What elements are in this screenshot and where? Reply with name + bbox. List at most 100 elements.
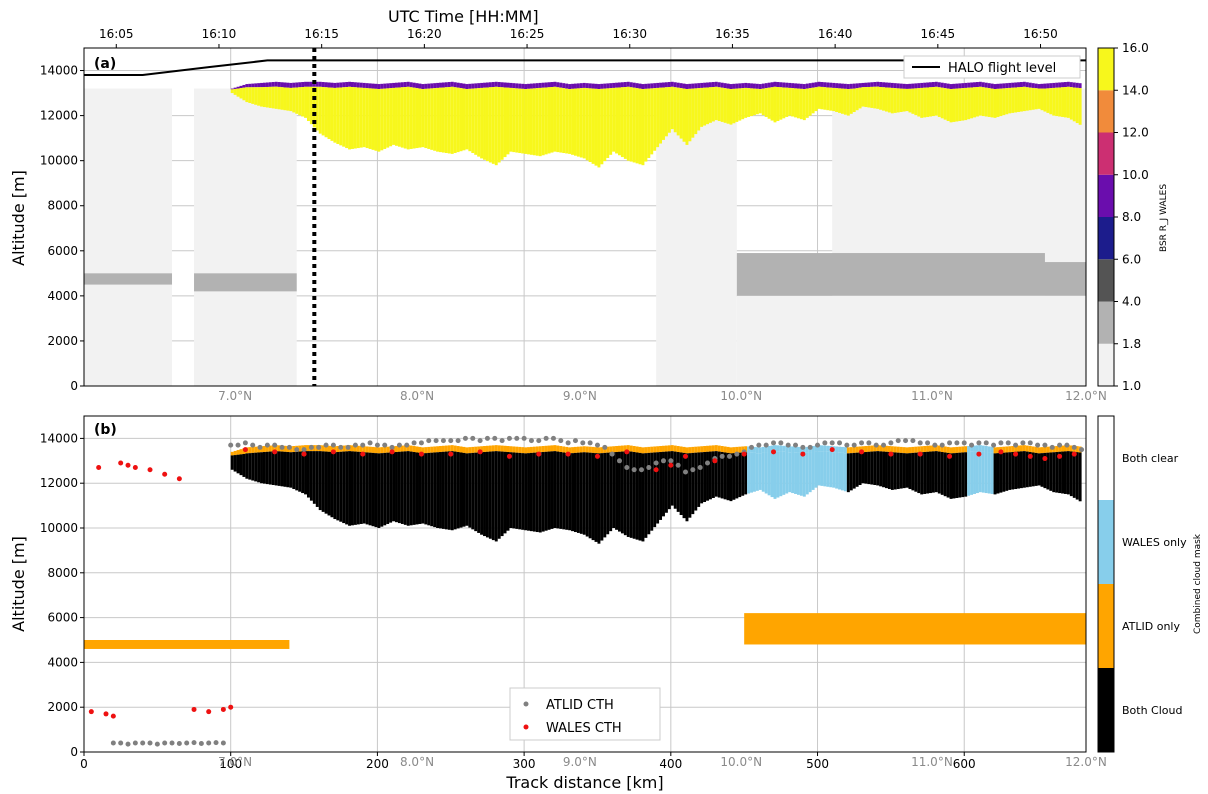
bsr-cloud-top-band [283,82,287,88]
cloud-mask-core [301,451,305,494]
bsr-cloud-top-band [421,84,425,90]
bsr-cloud-top-band [711,82,715,88]
cloud-mask-top-band [876,445,880,452]
cloud-mask-top-band [896,446,900,453]
cloud-mask-top-band [547,445,551,452]
cloud-mask-core [518,452,522,530]
cloud-mask-core [345,451,349,525]
cloud-mask-top-band [937,445,941,452]
wales-cth-point [1071,451,1077,457]
bsr-cloud-top-band [236,86,240,89]
cloud-mask-core [791,452,795,494]
cloud-mask-top-band [571,447,574,454]
atlid-cth-point [983,440,989,446]
bsr-cloud-top-band [444,82,448,88]
cloud-mask-core [714,451,718,497]
wales-cth-point [301,451,307,457]
bsr-cloud-top-band [814,82,818,88]
panel-b-y-label: Altitude [m] [9,536,28,632]
bsr-cloud-core [471,88,475,154]
cloud-mask-core [289,452,293,488]
bsr-cloud-top-band [395,82,398,88]
bsr-cloud-top-band [497,82,501,88]
cloud-mask-core [650,452,654,531]
cloud-mask-core [532,452,536,532]
bsr-cloud-core [579,88,583,158]
cloud-mask-top-band [456,446,460,453]
bsr-cloud-core [412,87,416,149]
bsr-cloud-top-band [345,82,349,88]
cloud-mask-top-band [946,446,950,453]
bsr-cloud-core [659,87,663,144]
bsr-cloud-top-band [318,81,322,87]
bsr-cloud-top-band [298,82,302,88]
bsr-cloud-top-band [333,82,337,88]
atlid-cth-point [294,447,300,453]
bsr-cloud-top-band [588,83,592,89]
atlid-cth-point [837,440,843,446]
cloud-mask-core [732,453,736,500]
latitude-tick-label: 9.0°N [563,389,597,403]
cloud-mask-top-band [849,447,853,454]
bsr-cloud-top-band [336,82,340,88]
cloud-mask-core [342,451,346,524]
bsr-cloud-top-band [315,81,319,87]
cloud-mask-core [647,452,651,535]
atlid-cth-point [242,440,248,446]
bsr-cloud-top-band [650,83,654,89]
bsr-cloud-top-band [392,82,396,88]
atlid-cth-point [932,442,938,448]
bsr-cloud-core [697,88,701,131]
bsr-cloud-top-band [339,82,343,88]
bsr-cloud-core [706,87,709,125]
atlid-cth-point [616,458,622,464]
cloud-mask-core [896,452,900,490]
bsr-cloud-top-band [351,82,354,88]
cloud-mask-top-band [324,445,328,452]
bsr-cloud-top-band [676,82,680,88]
bsr-cloud-core [923,87,927,118]
bsr-cloud-top-band [500,82,504,88]
cloud-mask-core [1055,452,1059,493]
bsr-cloud-top-band [873,82,877,87]
bsr-cloud-top-band [1031,83,1035,88]
bsr-cloud-core [858,87,862,109]
cloud-mask-top-band [817,445,821,452]
cloud-mask-core [846,453,850,493]
cloud-mask-core [268,451,272,485]
wales-cth-point [242,447,248,453]
bsr-cloud-top-band [618,82,621,88]
bsr-cloud-core [594,88,598,166]
bsr-low-layer [194,273,297,292]
cloud-mask-top-band [638,446,642,453]
cloud-mask-top-band [447,445,451,452]
bsr-cloud-core [920,87,924,118]
bsr-cloud-top-band [838,83,842,89]
bsr-cloud-core [791,88,795,117]
cloud-mask-top-band [439,446,442,453]
cloud-mask-core [829,452,833,488]
cloud-mask-core [890,452,894,490]
cloud-mask-core [708,451,712,500]
atlid-cth-point [793,442,799,448]
bsr-cloud-core [776,87,780,122]
atlid-cth-point [939,442,945,448]
bsr-cloud-core [911,88,915,114]
atlid-cth-point [1042,442,1048,448]
cloud-mask-top-band [283,445,287,452]
bsr-cloud-core [433,88,437,151]
bsr-cloud-core [547,87,551,154]
cloud-mask-top-band [885,445,888,452]
cloud-mask-top-band [1034,446,1038,453]
bsr-cloud-core [761,88,765,116]
cloud-mask-core [439,452,442,529]
atlid-cth-point [374,442,380,448]
cloud-mask-top-band [365,446,369,453]
cloud-mask-top-band [488,445,492,452]
bsr-cloud-top-band [585,83,589,89]
cloud-mask-top-band [1075,446,1079,453]
cloud-mask-top-band [450,445,454,452]
cloud-mask-top-band [597,447,601,454]
bsr-cloud-core [849,88,853,114]
wales-cth-point [272,449,278,455]
